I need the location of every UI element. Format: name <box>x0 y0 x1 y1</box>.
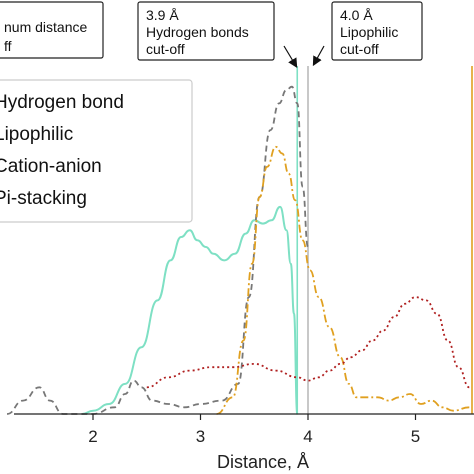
annotation-line: 3.9 Å <box>146 7 179 23</box>
annotation-arrow <box>283 45 298 69</box>
x-tick-label: 5 <box>411 427 420 446</box>
annotation-min-distance: num distance ff <box>0 1 104 59</box>
x-tick-label: 2 <box>88 427 97 446</box>
annotation-arrow <box>312 45 325 67</box>
x-tick-label: 3 <box>196 427 205 446</box>
annotation-line: cut-off <box>146 41 185 57</box>
annotation-lipophilic-cutoff: 4.0 Å Lipophilic cut-off <box>312 1 423 67</box>
annotation-hbond-cutoff: 3.9 Å Hydrogen bonds cut-off <box>137 1 298 69</box>
series-line-cation-anion <box>216 145 470 415</box>
annotation-line: cut-off <box>340 41 379 57</box>
legend-entry: Hydrogen bond <box>0 92 124 113</box>
x-axis-title: Distance, Å <box>217 452 309 472</box>
legend-entry: Lipophilic <box>0 124 73 145</box>
annotation-line: num distance <box>4 19 87 35</box>
legend-entry: Pi-stacking <box>0 188 87 209</box>
x-tick-label: 4 <box>303 427 312 446</box>
x-axis-ticks: 2 3 4 5 <box>88 414 420 446</box>
legend: Hydrogen bond Lipophilic Cation-anion Pi… <box>0 79 193 223</box>
annotation-line: Hydrogen bonds <box>146 24 249 40</box>
annotation-line: ff <box>4 38 12 54</box>
series-line-hydrogen-bond <box>82 205 299 415</box>
annotation-line: 4.0 Å <box>340 7 373 23</box>
series-line-pi-stacking <box>146 296 470 389</box>
annotation-line: Lipophilic <box>340 24 398 40</box>
legend-entry: Cation-anion <box>0 156 102 177</box>
cutoff-lines <box>296 66 473 414</box>
